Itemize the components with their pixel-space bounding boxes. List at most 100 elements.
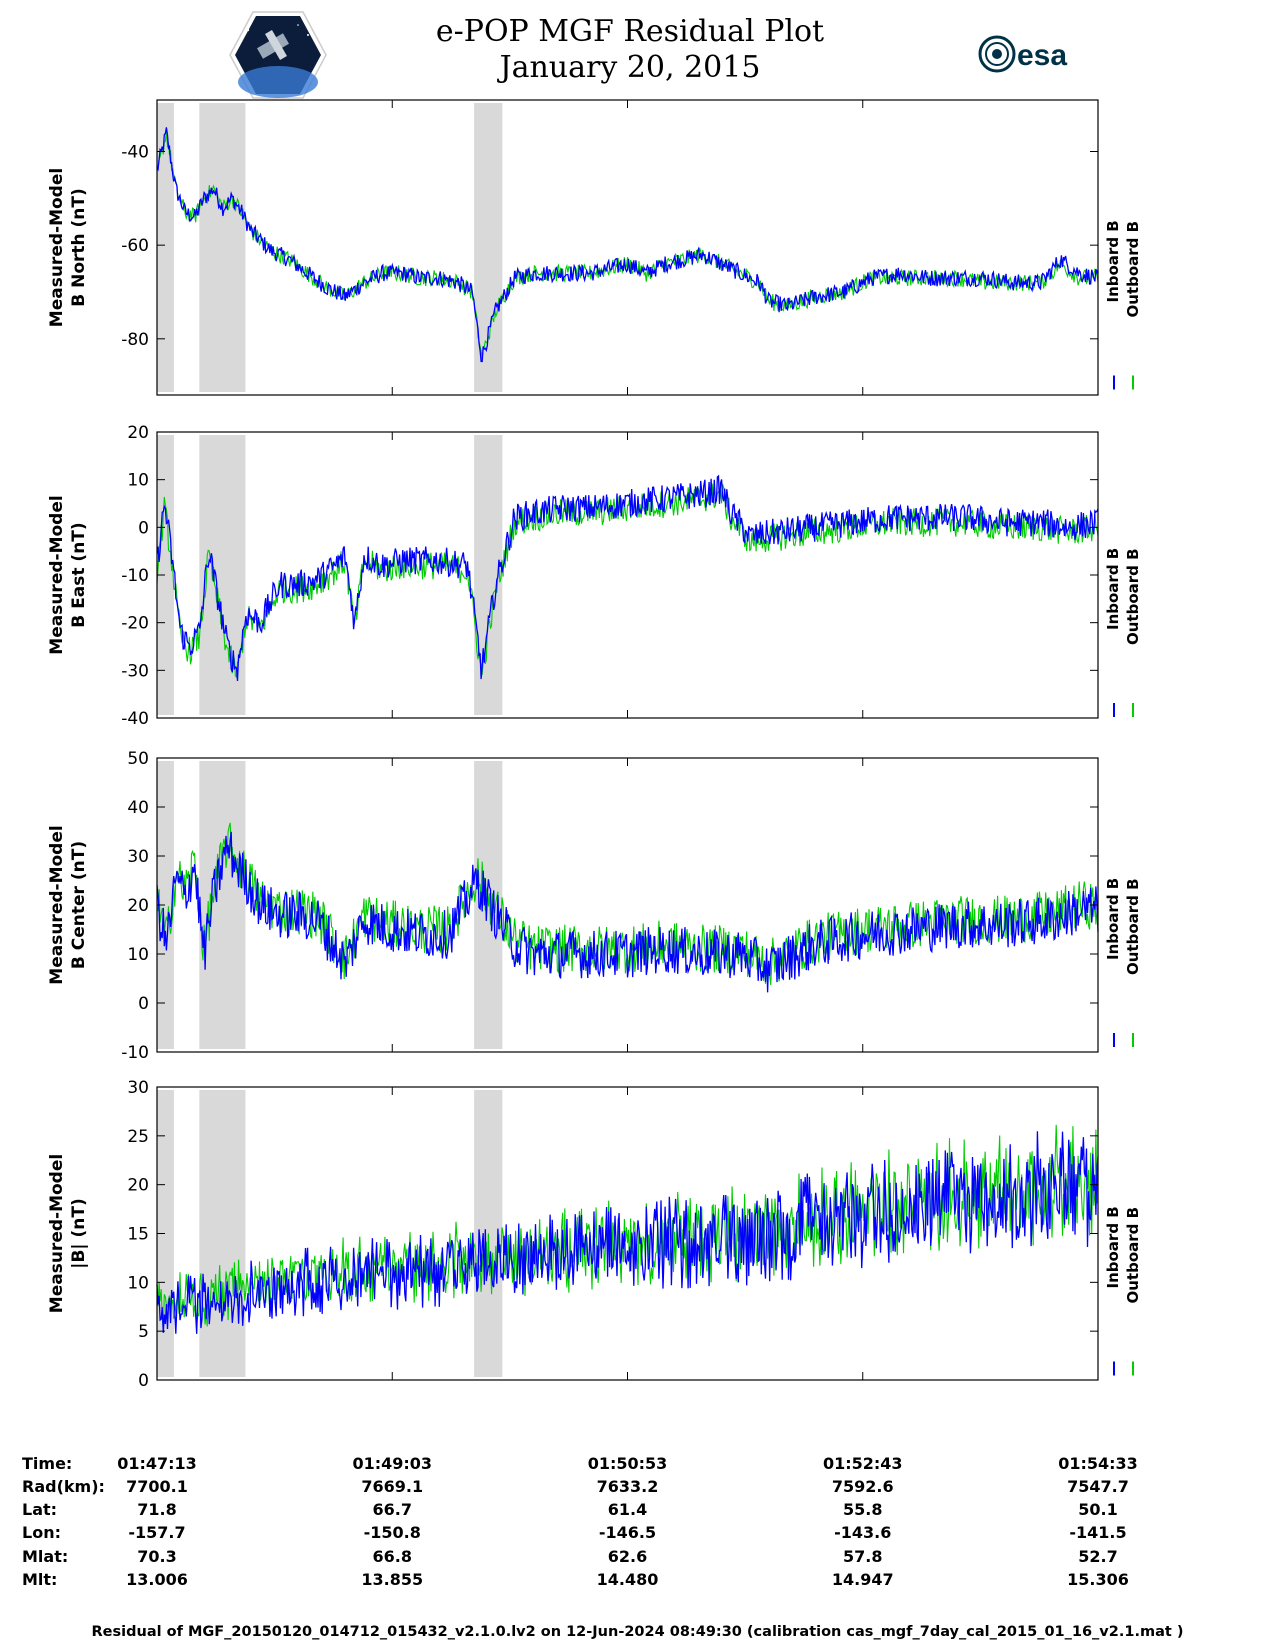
info-row-label: Lat: xyxy=(22,1500,58,1519)
legend-inboard-label: Inboard B xyxy=(1104,878,1122,960)
info-row-label: Rad(km): xyxy=(22,1477,105,1496)
y-tick-label: 40 xyxy=(127,798,149,818)
info-cell: 52.7 xyxy=(1078,1547,1118,1566)
legend: Inboard B Outboard B xyxy=(1104,878,1142,1047)
y-tick-label: -10 xyxy=(121,1043,149,1063)
legend-outboard-label: Outboard B xyxy=(1124,878,1142,975)
shaded-region xyxy=(157,761,174,1049)
y-tick-label: 50 xyxy=(127,749,149,769)
y-tick-label: 10 xyxy=(127,471,149,491)
legend: Inboard B Outboard B xyxy=(1104,548,1142,717)
shaded-region xyxy=(474,103,503,392)
y-tick-label: 15 xyxy=(127,1225,149,1245)
info-row-label: Mlat: xyxy=(22,1547,69,1566)
legend-inboard-label: Inboard B xyxy=(1104,1206,1122,1288)
legend-inboard-label: Inboard B xyxy=(1104,548,1122,630)
plot-frame xyxy=(156,99,1099,396)
y-tick-label: 0 xyxy=(138,994,149,1014)
y-axis-label-line: |B| (nT) xyxy=(69,1198,89,1269)
cassiope-logo-icon xyxy=(229,11,327,99)
series-outboard-line xyxy=(156,1124,1099,1330)
info-row-label: Time: xyxy=(22,1454,73,1473)
info-cell: 50.1 xyxy=(1078,1500,1118,1519)
y-tick-label: 20 xyxy=(127,1176,149,1196)
legend-outboard-label: Outboard B xyxy=(1124,548,1142,645)
info-cell: 14.480 xyxy=(596,1570,659,1589)
y-axis-label: Measured-Model B North (nT) xyxy=(47,168,89,327)
title-line-2: January 20, 2015 xyxy=(499,50,761,85)
info-cell: 13.855 xyxy=(361,1570,424,1589)
y-tick-label: -40 xyxy=(121,709,149,729)
y-tick-label: 20 xyxy=(127,896,149,916)
info-cell: 01:47:13 xyxy=(117,1454,197,1473)
y-axis-label: Measured-Model B East (nT) xyxy=(47,495,89,654)
y-tick-label: -80 xyxy=(121,330,149,350)
esa-logo-text: esa xyxy=(1017,39,1067,72)
info-cell: 01:50:53 xyxy=(587,1454,668,1473)
shaded-region xyxy=(199,761,246,1049)
info-cell: 13.006 xyxy=(126,1570,188,1589)
legend: Inboard B Outboard B xyxy=(1104,1206,1142,1376)
info-cell: 62.6 xyxy=(607,1547,648,1566)
y-tick-label: 20 xyxy=(127,423,149,443)
y-axis-label-line: Measured-Model xyxy=(47,168,67,327)
info-cell: 7669.1 xyxy=(361,1477,424,1496)
info-cell: 01:52:43 xyxy=(822,1454,903,1473)
info-cell: 66.8 xyxy=(372,1547,412,1566)
info-cell: 7700.1 xyxy=(126,1477,188,1496)
info-cell: 01:49:03 xyxy=(352,1454,433,1473)
info-cell: 66.7 xyxy=(372,1500,412,1519)
y-axis-label: Measured-Model B Center (nT) xyxy=(47,825,89,984)
info-cell: 01:54:33 xyxy=(1058,1454,1138,1473)
series-inboard-line xyxy=(156,831,1099,993)
info-cell: 15.306 xyxy=(1067,1570,1129,1589)
plot-frame xyxy=(156,1086,1099,1381)
info-cell: 71.8 xyxy=(137,1500,177,1519)
shaded-region xyxy=(199,1090,246,1377)
series-inboard-line xyxy=(156,474,1099,682)
info-cell: -157.7 xyxy=(128,1523,186,1542)
info-cell: -150.8 xyxy=(363,1523,421,1542)
info-cell: 7592.6 xyxy=(831,1477,894,1496)
info-cell: 61.4 xyxy=(607,1500,648,1519)
info-cell: -146.5 xyxy=(598,1523,657,1542)
y-tick-label: 10 xyxy=(127,1273,149,1293)
y-axis-label-line: B Center (nT) xyxy=(69,841,89,969)
series-inboard-line xyxy=(156,127,1099,363)
info-row-label: Mlt: xyxy=(22,1570,58,1589)
y-tick-label: 0 xyxy=(138,518,149,538)
shaded-region xyxy=(157,103,174,392)
panel-1: -80 -60 -40 Measured-Model B North (nT) Inboa… xyxy=(47,99,1142,396)
y-tick-label: 0 xyxy=(138,1371,149,1391)
series-outboard-line xyxy=(156,130,1099,360)
y-tick-label: 30 xyxy=(127,847,149,867)
y-tick-label: 25 xyxy=(127,1127,149,1147)
panel-3: -10 0 10 20 30 40 50 Measured-Model B Center (nT… xyxy=(47,749,1142,1063)
info-cell: 7633.2 xyxy=(596,1477,659,1496)
y-axis-label-line: Measured-Model xyxy=(47,495,67,654)
legend-outboard-label: Outboard B xyxy=(1124,1207,1142,1304)
y-tick-label: -30 xyxy=(121,661,149,681)
info-cell: -141.5 xyxy=(1069,1523,1127,1542)
esa-logo-icon: esa xyxy=(978,35,1067,73)
y-axis-label-line: Measured-Model xyxy=(47,1154,67,1313)
info-cell: 7547.7 xyxy=(1067,1477,1129,1496)
panel-2: -40 -30 -20 -10 0 10 20 Measured-Model B East (n… xyxy=(47,423,1142,729)
y-axis-label-line: B East (nT) xyxy=(69,522,89,627)
info-cell: 70.3 xyxy=(137,1547,177,1566)
legend: Inboard B Outboard B xyxy=(1104,220,1142,390)
legend-outboard-label: Outboard B xyxy=(1124,221,1142,318)
info-row-label: Lon: xyxy=(22,1523,61,1542)
y-tick-label: -40 xyxy=(121,143,149,163)
plot-title: e-POP MGF Residual Plot January 20, 2015 xyxy=(380,14,880,86)
orbit-info-table: Time: Rad(km): Lat: Lon: Mlat: Mlt: 01:47:13 77… xyxy=(0,1454,1275,1610)
y-tick-label: -20 xyxy=(121,614,149,634)
y-tick-label: -10 xyxy=(121,566,149,586)
y-tick-label: 10 xyxy=(127,945,149,965)
title-line-1: e-POP MGF Residual Plot xyxy=(435,14,825,49)
info-cell: -143.6 xyxy=(834,1523,892,1542)
y-axis-label-line: B North (nT) xyxy=(69,188,89,307)
legend-inboard-label: Inboard B xyxy=(1104,220,1122,302)
y-tick-label: -60 xyxy=(121,236,149,256)
